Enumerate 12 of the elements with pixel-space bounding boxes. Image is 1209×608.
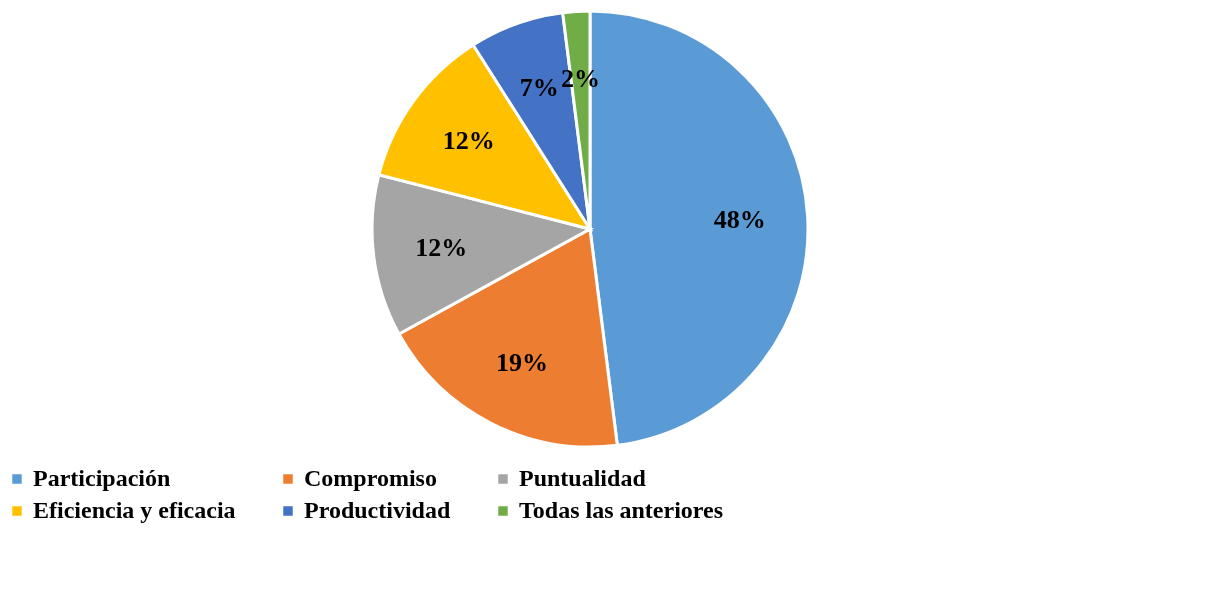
legend-label: Productividad: [304, 497, 451, 523]
legend-label: Participación: [33, 465, 171, 491]
data-label: 12%: [415, 232, 468, 262]
legend-label: Eficiencia y eficacia: [33, 497, 236, 523]
legend-label: Compromiso: [304, 465, 437, 491]
data-label: 48%: [713, 204, 766, 234]
legend-label: Todas las anteriores: [519, 497, 724, 523]
data-label: 12%: [442, 125, 495, 155]
data-label: 19%: [495, 347, 548, 377]
legend-label: Puntualidad: [519, 465, 647, 491]
data-label: 7%: [519, 72, 559, 102]
data-label: 2%: [561, 64, 601, 94]
